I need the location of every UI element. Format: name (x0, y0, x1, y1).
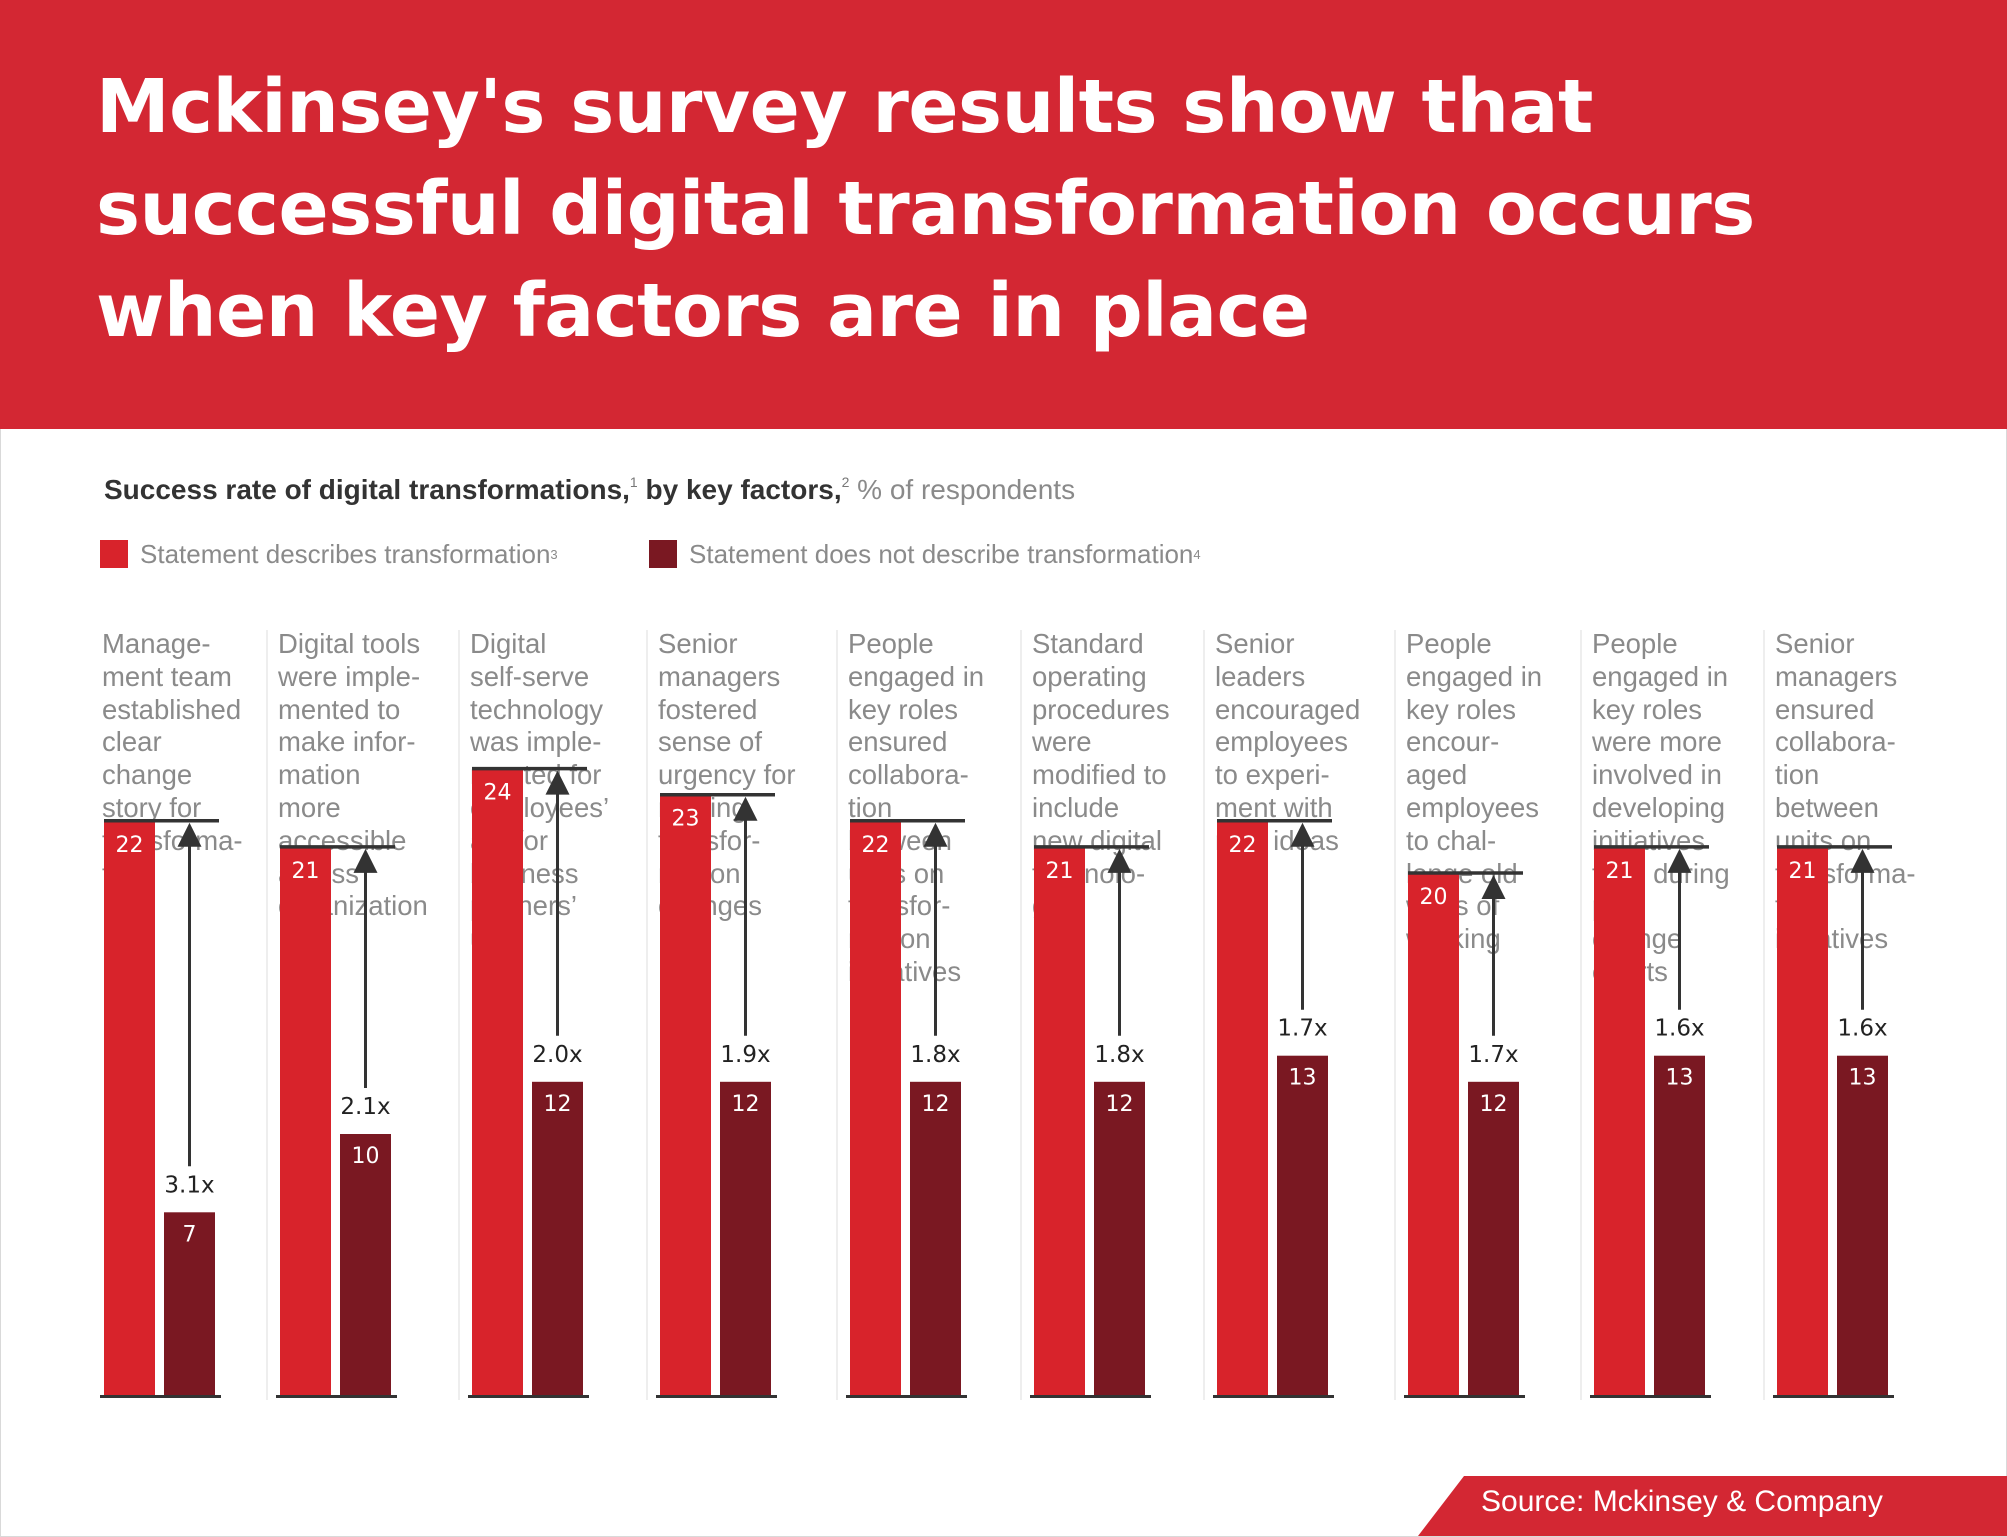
group-divider (1394, 630, 1396, 1400)
value-label-not-describes: 13 (1849, 1066, 1877, 1091)
factor-label: Senior leaders encouraged employees to e… (1215, 628, 1361, 856)
headline: Mckinsey's survey results show that succ… (96, 64, 1755, 354)
bar-describes (1217, 820, 1268, 1395)
chart-subtitle: Success rate of digital transformations,… (104, 474, 1075, 506)
value-label-describes: 24 (484, 781, 512, 806)
value-label-describes: 20 (1420, 885, 1448, 910)
bar-not-describes (910, 1081, 961, 1395)
value-label-not-describes: 12 (544, 1092, 572, 1117)
multiplier-label: 1.9x (720, 1042, 770, 1068)
value-label-describes: 22 (862, 833, 890, 858)
value-label-not-describes: 7 (183, 1222, 197, 1247)
bar-describes (472, 768, 523, 1395)
group-divider (266, 630, 268, 1400)
arrow-head (923, 822, 948, 847)
bar-not-describes (720, 1081, 771, 1395)
value-label-not-describes: 10 (352, 1144, 380, 1169)
value-label-describes: 22 (116, 833, 144, 858)
group-divider (1580, 630, 1582, 1400)
value-label-describes: 22 (1229, 833, 1257, 858)
subtitle-unit: % of respondents (849, 474, 1076, 505)
bar-not-describes (1654, 1055, 1705, 1395)
group-divider (836, 630, 838, 1400)
group-divider (1020, 630, 1022, 1400)
bar-describes (104, 820, 155, 1395)
bar-not-describes (1094, 1081, 1145, 1395)
bar-group: 20 12 1.7x (1404, 871, 1525, 1398)
value-label-describes: 21 (1046, 859, 1074, 884)
bar-not-describes (1837, 1055, 1888, 1395)
arrow-head (1667, 848, 1692, 873)
value-label-not-describes: 12 (1480, 1092, 1508, 1117)
arrow-head (177, 822, 202, 847)
value-label-describes: 21 (1789, 859, 1817, 884)
bar-not-describes (340, 1134, 391, 1395)
multiplier-label: 3.1x (164, 1172, 214, 1198)
multiplier-label: 1.8x (910, 1042, 960, 1068)
bar-describes (1594, 846, 1645, 1395)
bar-not-describes (532, 1081, 583, 1395)
arrow-head (353, 848, 378, 873)
bar-group: 21 12 1.8x (1030, 845, 1151, 1398)
bar-group: 24 12 2.0x (468, 766, 589, 1398)
headline-banner: Mckinsey's survey results show that succ… (0, 0, 2007, 429)
bar-group: 21 13 1.6x (1590, 845, 1711, 1398)
multiplier-label: 1.6x (1654, 1016, 1704, 1042)
group-divider (458, 630, 460, 1400)
multiplier-label: 1.6x (1837, 1016, 1887, 1042)
bar-describes (280, 846, 331, 1395)
arrow-head (1107, 848, 1132, 873)
legend-swatch-not-describes (649, 540, 677, 568)
footnote-4: 4 (1193, 546, 1201, 562)
bar-not-describes (1277, 1055, 1328, 1395)
bar-group: 22 13 1.7x (1213, 819, 1334, 1398)
footnote-3: 3 (550, 546, 558, 562)
arrow-head (733, 796, 758, 821)
bar-group: 22 12 1.8x (846, 819, 967, 1398)
bar-not-describes (164, 1212, 215, 1395)
arrow-head (1850, 848, 1875, 873)
arrow-head (1290, 822, 1315, 847)
bar-describes (850, 820, 901, 1395)
footnote-1: 1 (629, 474, 638, 490)
bar-group: 23 12 1.9x (656, 792, 777, 1398)
source-tab (1418, 1476, 2007, 1536)
footnote-2: 2 (841, 474, 850, 490)
subtitle-main: Success rate of digital transformations, (104, 474, 630, 505)
bar-describes (1034, 846, 1085, 1395)
group-divider (1203, 630, 1205, 1400)
value-label-not-describes: 12 (922, 1092, 950, 1117)
legend-label-describes: Statement describes transformation (140, 538, 551, 569)
source-credit: Source: Mckinsey & Company (1481, 1485, 1883, 1518)
multiplier-label: 1.7x (1468, 1042, 1518, 1068)
bar-group: 21 13 1.6x (1773, 845, 1894, 1398)
value-label-describes: 23 (672, 807, 700, 832)
value-label-not-describes: 12 (732, 1092, 760, 1117)
bar-group: 21 10 2.1x (276, 845, 397, 1398)
group-divider (1763, 630, 1765, 1400)
bar-describes (1408, 873, 1459, 1395)
value-label-not-describes: 13 (1666, 1066, 1694, 1091)
value-label-not-describes: 13 (1289, 1066, 1317, 1091)
multiplier-label: 1.8x (1094, 1042, 1144, 1068)
legend-item-not-describes: Statement does not describe transformati… (649, 536, 1201, 572)
arrow-head (545, 770, 570, 795)
subtitle-factors: by key factors, (637, 474, 842, 505)
value-label-describes: 21 (292, 859, 320, 884)
multiplier-label: 2.1x (340, 1094, 390, 1120)
value-label-describes: 21 (1606, 859, 1634, 884)
multiplier-label: 1.7x (1277, 1016, 1327, 1042)
group-divider (646, 630, 648, 1400)
bar-group: 22 7 3.1x (100, 819, 221, 1398)
bar-describes (1777, 846, 1828, 1395)
bar-not-describes (1468, 1081, 1519, 1395)
legend-swatch-describes (100, 540, 128, 568)
legend-label-not-describes: Statement does not describe transformati… (689, 538, 1194, 569)
value-label-not-describes: 12 (1106, 1092, 1134, 1117)
legend-item-describes: Statement describes transformation 3 (100, 536, 558, 572)
bar-describes (660, 794, 711, 1395)
arrow-head (1481, 875, 1506, 899)
multiplier-label: 2.0x (532, 1042, 582, 1068)
